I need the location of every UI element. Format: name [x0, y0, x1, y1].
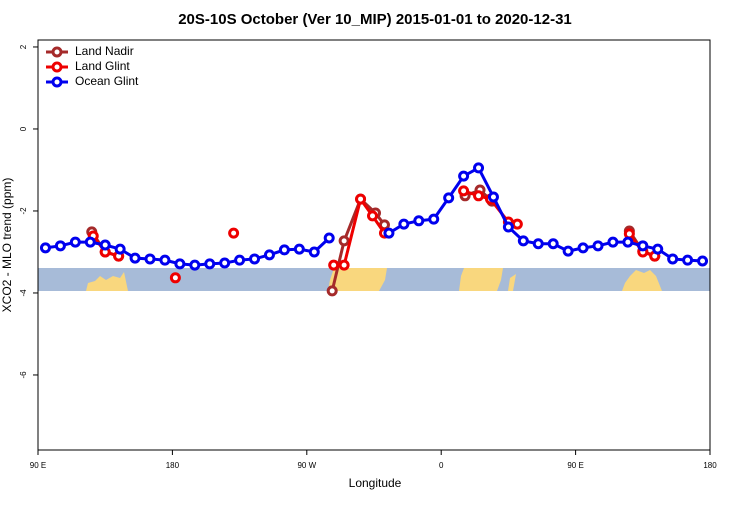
- point: [652, 243, 664, 255]
- point: [144, 253, 156, 265]
- point: [39, 242, 51, 254]
- legend-label: Ocean Glint: [75, 74, 139, 88]
- land: [328, 268, 387, 291]
- y-tick-label: -6: [19, 371, 28, 379]
- point: [328, 259, 340, 271]
- x-tick-label: 180: [703, 461, 717, 470]
- point: [69, 236, 81, 248]
- point: [338, 235, 350, 247]
- x-tick-label: 90 E: [567, 461, 583, 470]
- y-tick-label: -4: [19, 289, 28, 297]
- point: [263, 249, 275, 261]
- point: [129, 252, 141, 264]
- legend-marker: [51, 61, 63, 73]
- x-tick-label: 180: [166, 461, 180, 470]
- legend-label: Land Nadir: [75, 44, 134, 58]
- point: [174, 258, 186, 270]
- point: [637, 240, 649, 252]
- point: [532, 238, 544, 250]
- point: [293, 243, 305, 255]
- point: [249, 253, 261, 265]
- point: [99, 239, 111, 251]
- point: [114, 243, 126, 255]
- point: [219, 257, 231, 269]
- point: [623, 228, 635, 240]
- legend-label: Land Glint: [75, 59, 130, 73]
- land: [459, 268, 516, 291]
- point: [682, 254, 694, 266]
- x-tick-label: 0: [439, 461, 444, 470]
- point: [228, 227, 240, 239]
- x-axis-title: Longitude: [349, 476, 402, 490]
- point: [383, 227, 395, 239]
- point: [592, 240, 604, 252]
- point: [622, 236, 634, 248]
- point: [487, 191, 499, 203]
- point: [189, 259, 201, 271]
- point: [367, 210, 379, 222]
- y-tick-label: 0: [19, 126, 28, 131]
- point: [607, 236, 619, 248]
- map-strip: [38, 268, 710, 291]
- point: [234, 254, 246, 266]
- point: [84, 236, 96, 248]
- point: [517, 235, 529, 247]
- point: [547, 238, 559, 250]
- point: [159, 254, 171, 266]
- chart-title: 20S-10S October (Ver 10_MIP) 2015-01-01 …: [178, 11, 572, 28]
- point: [667, 253, 679, 265]
- point: [413, 215, 425, 227]
- point: [204, 258, 216, 270]
- point: [458, 170, 470, 182]
- legend-marker: [51, 76, 63, 88]
- point: [323, 232, 335, 244]
- point: [278, 244, 290, 256]
- point: [338, 259, 350, 271]
- x-tick-label: 90 E: [30, 461, 46, 470]
- point: [511, 218, 523, 230]
- point: [473, 162, 485, 174]
- point: [562, 245, 574, 257]
- land: [86, 272, 128, 291]
- point: [428, 213, 440, 225]
- y-axis-title: XCO2 - MLO trend (ppm): [0, 178, 14, 313]
- point: [473, 190, 485, 202]
- point: [577, 242, 589, 254]
- legend-marker: [51, 46, 63, 58]
- point: [169, 272, 181, 284]
- point: [443, 192, 455, 204]
- point: [458, 185, 470, 197]
- point: [502, 221, 514, 233]
- point: [355, 193, 367, 205]
- plot-frame: [37, 39, 711, 451]
- point: [54, 240, 66, 252]
- y-tick-label: 2: [19, 44, 28, 49]
- land: [622, 270, 662, 291]
- point: [398, 218, 410, 230]
- y-tick-label: -2: [19, 207, 28, 215]
- point: [697, 255, 709, 267]
- point: [308, 246, 320, 258]
- point: [326, 285, 338, 297]
- x-tick-label: 90 W: [297, 461, 316, 470]
